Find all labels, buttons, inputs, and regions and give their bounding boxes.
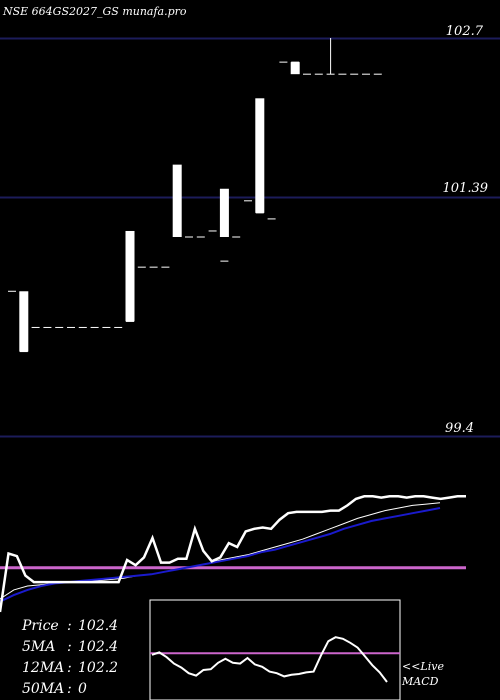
macd-line: [151, 636, 388, 683]
ma5-separator: :: [67, 639, 72, 655]
candle-body: [255, 98, 265, 213]
macd-series: [150, 636, 400, 683]
price-label: Price: [21, 618, 59, 634]
candle-body: [219, 188, 229, 237]
candle-body: [125, 230, 135, 322]
candle-body: [172, 164, 182, 237]
y-tick-label-low: 99.4: [445, 421, 474, 436]
stats-legend: Price : 102.4 5MA : 102.4 12MA : 102.2 5…: [21, 618, 118, 697]
y-tick-label-high: 102.7: [446, 24, 484, 39]
candle-body: [290, 62, 300, 75]
price-value: 102.4: [78, 618, 118, 634]
price-line: [0, 495, 466, 613]
ma50-label: 50MA: [22, 681, 64, 697]
ma5-value: 102.4: [78, 639, 118, 655]
y-tick-label-mid: 101.39: [443, 181, 489, 196]
ma50-value: 0: [78, 681, 87, 697]
candlestick-series: [8, 38, 382, 353]
ma50-separator: :: [67, 681, 72, 697]
macd-live-label: <<Live: [402, 660, 444, 673]
ma12-label: 12MA: [22, 660, 64, 676]
macd-label: MACD: [401, 675, 439, 688]
candle-body: [19, 291, 29, 352]
price-separator: :: [67, 618, 72, 634]
ma12-value: 102.2: [78, 660, 118, 676]
ma5-label: 5MA: [22, 639, 55, 655]
chart-title: NSE 664GS2027_GS munafa.pro: [2, 5, 187, 18]
ma12-separator: :: [67, 660, 72, 676]
macd-panel: [149, 599, 401, 700]
moving-average-panel: [0, 495, 466, 613]
